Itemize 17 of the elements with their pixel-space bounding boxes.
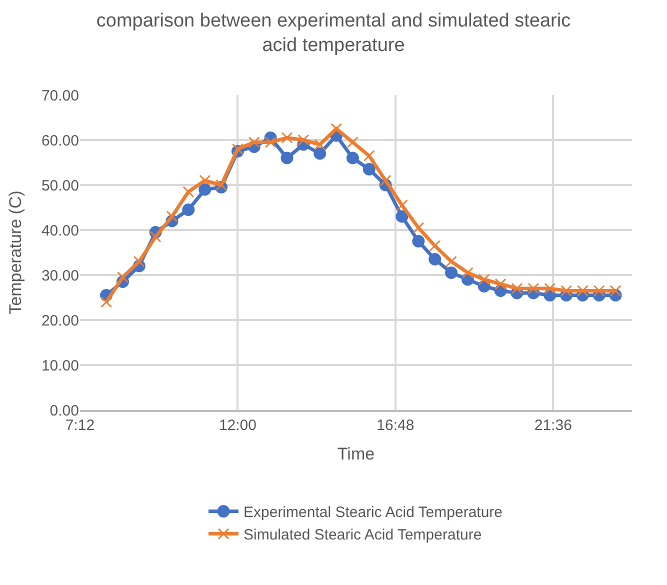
y-tick-label: 60.00 [41, 132, 79, 150]
legend-label: Experimental Stearic Acid Temperature [244, 504, 503, 522]
x-axis-title: Time [337, 444, 375, 464]
y-tick-label: 10.00 [41, 357, 79, 374]
x-tick-label: 21:36 [534, 416, 572, 434]
y-tick-label: 0.00 [50, 402, 79, 420]
x-tick-label: 7:12 [65, 416, 95, 434]
y-tick-label: 20.00 [41, 312, 79, 330]
legend-label: Simulated Stearic Acid Temperature [244, 526, 482, 544]
chart-title: comparison between experimental and simulated stearic acid temperature [96, 10, 571, 56]
y-tick-label: 30.00 [41, 267, 79, 284]
y-tick-label: 70.00 [41, 87, 79, 104]
y-tick-label: 50.00 [41, 177, 79, 194]
x-tick-label: 12:00 [218, 416, 256, 434]
x-tick-label: 16:48 [376, 416, 414, 434]
y-axis-title: Temperature (C) [6, 190, 26, 314]
y-tick-label: 40.00 [41, 222, 79, 240]
